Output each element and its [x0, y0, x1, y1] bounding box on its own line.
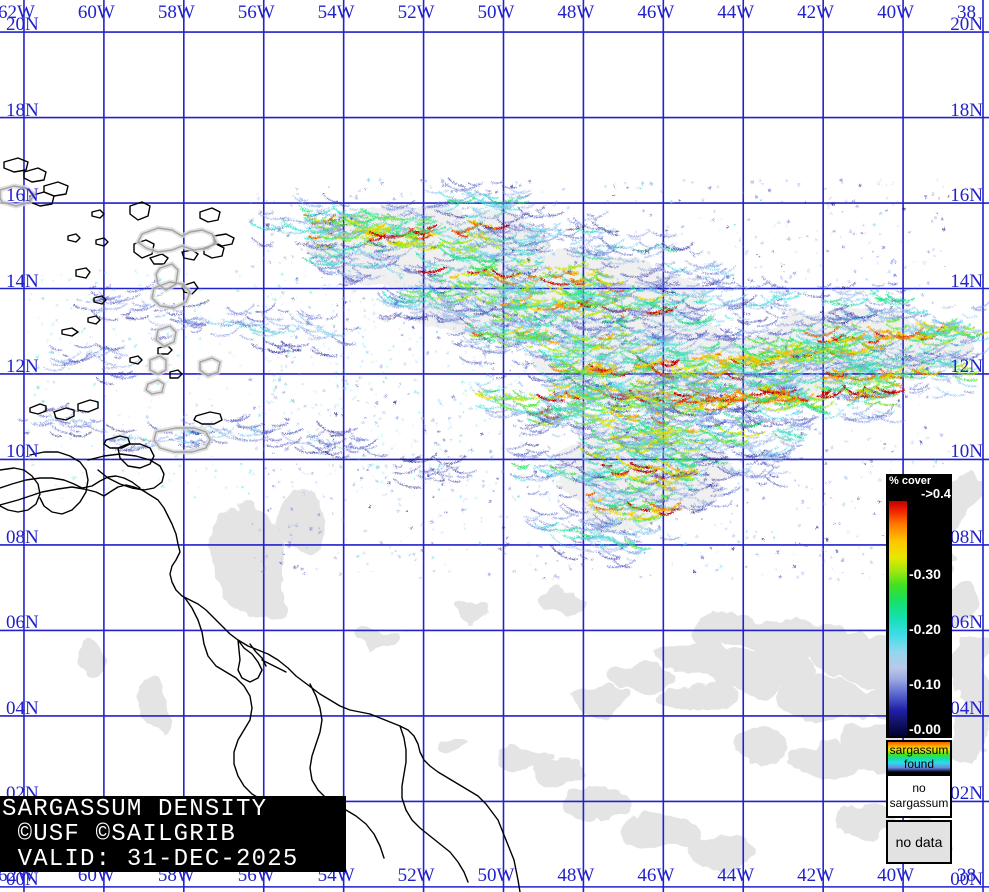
- lat-label-right-00N: 00N: [950, 868, 983, 890]
- lon-label-top-38: 38: [957, 2, 976, 23]
- sargassum-density-layer: [17, 177, 989, 581]
- lat-label-left-10N: 10N: [6, 441, 39, 463]
- lon-label-top-62W: 62W: [0, 2, 35, 23]
- title-block: SARGASSUM DENSITY ©USF ©SAILGRIB VALID: …: [0, 796, 346, 872]
- lon-label-bottom-38: 38: [957, 865, 976, 886]
- lon-label-top-56W: 56W: [237, 2, 275, 23]
- lat-label-right-20N: 20N: [950, 14, 983, 36]
- lat-label-left-16N: 16N: [6, 185, 39, 207]
- colorbar-box: % cover ->0.4 -0.30 -0.20 -0.10 -0.00: [886, 474, 952, 738]
- lon-label-top-60W: 60W: [77, 2, 115, 23]
- lat-label-right-10N: 10N: [950, 441, 983, 463]
- lon-label-top-54W: 54W: [317, 2, 355, 23]
- lat-label-left-06N: 06N: [6, 612, 39, 634]
- colorbar-title: % cover: [889, 475, 932, 487]
- legend-nodata-label: no data: [895, 833, 943, 850]
- colorbar-max-tick: ->0.4: [921, 486, 951, 501]
- lat-label-right-12N: 12N: [950, 355, 983, 377]
- legend-panel: % cover ->0.4 -0.30 -0.20 -0.10 -0.00 sa…: [886, 474, 952, 866]
- lon-label-top-46W: 46W: [637, 2, 675, 23]
- lon-label-top-58W: 58W: [157, 2, 195, 23]
- lat-label-right-14N: 14N: [950, 270, 983, 292]
- lat-label-left-00N: 00N: [6, 868, 39, 890]
- legend-found-line-1: sargassum: [889, 743, 949, 757]
- lon-label-bottom-42W: 42W: [797, 865, 835, 886]
- lat-label-left-08N: 08N: [6, 526, 39, 548]
- title-line-2: ©USF ©SAILGRIB: [2, 821, 237, 848]
- lat-label-left-14N: 14N: [6, 270, 39, 292]
- legend-none-line-1: no: [912, 781, 926, 795]
- lat-label-right-16N: 16N: [950, 185, 983, 207]
- colorbar-tick-020: -0.20: [909, 621, 941, 637]
- lon-label-bottom-44W: 44W: [717, 865, 755, 886]
- lon-label-bottom-46W: 46W: [637, 865, 675, 886]
- legend-no-sargassum: no sargassum: [886, 774, 952, 818]
- colorbar-tick-030: -0.30: [909, 566, 941, 582]
- title-line-1: SARGASSUM DENSITY: [2, 796, 268, 823]
- title-line-3: VALID: 31-DEC-2025: [2, 846, 299, 873]
- lat-label-right-06N: 06N: [950, 612, 983, 634]
- legend-none-line-2: sargassum: [889, 796, 949, 810]
- legend-no-data: no data: [886, 820, 952, 864]
- lat-label-left-04N: 04N: [6, 697, 39, 719]
- island-shelf-shading: [0, 183, 223, 455]
- lat-label-left-20N: 20N: [6, 14, 39, 36]
- lat-label-right-02N: 02N: [950, 783, 983, 805]
- legend-sargassum-found: sargassum found: [886, 740, 952, 774]
- colorbar-gradient: [889, 501, 907, 736]
- lat-label-right-04N: 04N: [950, 697, 983, 719]
- lon-label-bottom-40W: 40W: [877, 865, 915, 886]
- lon-label-top-52W: 52W: [397, 2, 435, 23]
- lat-label-left-12N: 12N: [6, 355, 39, 377]
- colorbar-tick-010: -0.10: [909, 676, 941, 692]
- lon-label-bottom-52W: 52W: [397, 865, 435, 886]
- lat-label-left-18N: 18N: [6, 99, 39, 121]
- lon-label-top-44W: 44W: [717, 2, 755, 23]
- colorbar-tick-000: -0.00: [909, 721, 941, 737]
- lon-label-top-50W: 50W: [477, 2, 515, 23]
- lon-label-top-42W: 42W: [797, 2, 835, 23]
- lon-label-bottom-48W: 48W: [557, 865, 595, 886]
- legend-found-line-2: found: [903, 757, 935, 771]
- lat-label-right-18N: 18N: [950, 99, 983, 121]
- lat-label-right-08N: 08N: [950, 526, 983, 548]
- lon-label-top-48W: 48W: [557, 2, 595, 23]
- lon-label-bottom-50W: 50W: [477, 865, 515, 886]
- lon-label-top-40W: 40W: [877, 2, 915, 23]
